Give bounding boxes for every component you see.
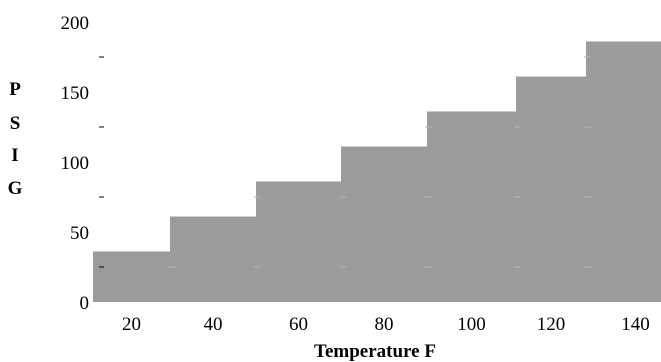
y-axis-label-letter: G [8, 178, 23, 199]
x-axis: 20 40 60 80 100 120 140 [122, 314, 650, 335]
y-tick-label: 0 [80, 293, 90, 314]
bar-40 [170, 216, 256, 302]
inner-lines-group [168, 56, 591, 268]
x-tick-label: 140 [621, 314, 650, 335]
y-axis-label-letter: I [11, 145, 18, 166]
bar-120 [516, 76, 586, 302]
x-tick-label: 40 [204, 314, 223, 335]
x-tick-label: 60 [289, 314, 308, 335]
y-axis-label-letter: S [10, 113, 21, 134]
bar-80 [341, 146, 427, 302]
y-axis: 0 50 100 150 200 [61, 13, 104, 314]
y-tick-label: 200 [61, 13, 90, 34]
x-axis-label: Temperature F [314, 341, 436, 362]
y-tick-label: 50 [70, 223, 89, 244]
bar-60 [256, 181, 341, 302]
bars-group [93, 41, 661, 302]
y-tick-label: 150 [61, 83, 90, 104]
bar-100 [427, 111, 516, 302]
x-tick-label: 80 [375, 314, 394, 335]
x-tick-label: 120 [537, 314, 566, 335]
x-tick-label: 20 [122, 314, 141, 335]
bar-140 [586, 41, 661, 302]
y-tick-label: 100 [61, 153, 90, 174]
x-tick-label: 100 [457, 314, 486, 335]
bar-20 [93, 251, 170, 302]
y-axis-label-letter: P [9, 79, 21, 100]
